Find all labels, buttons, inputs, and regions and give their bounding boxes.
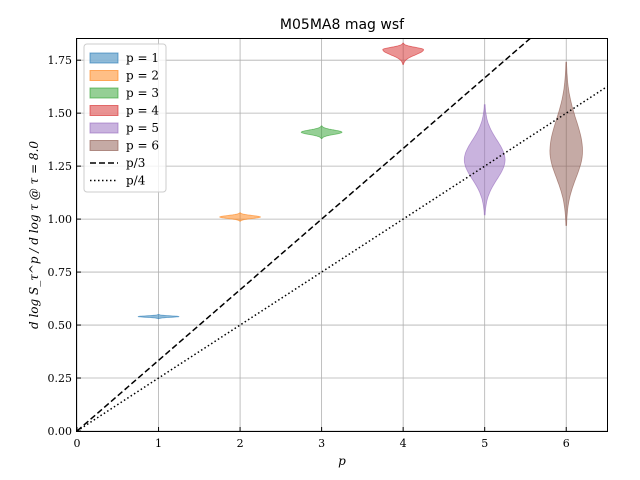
- x-axis-label: p: [338, 454, 346, 468]
- y-axis-label-group: d log S_τ^p / d log τ @ τ = 8.0: [27, 141, 41, 329]
- y-tick-label: 1.50: [48, 107, 73, 120]
- legend-label: p/3: [126, 156, 145, 170]
- legend-label: p = 4: [126, 104, 159, 118]
- x-tick-label: 0: [74, 437, 81, 450]
- legend-label: p = 5: [126, 121, 159, 135]
- y-tick-label: 1.75: [48, 54, 73, 67]
- axis-ticks: 0 1 2 3 4 5 6 0.00 0.25 0.50 0.75 1.00 1.25 1.50 1.75: [48, 54, 570, 450]
- violin-p3: [300, 125, 343, 140]
- legend-label: p = 3: [126, 86, 159, 100]
- x-tick-label: 4: [400, 437, 407, 450]
- reference-line-dotted: [77, 86, 607, 431]
- y-tick-label: 0.50: [48, 319, 73, 332]
- violin-p4: [382, 42, 424, 65]
- y-tick-label: 1.00: [48, 213, 73, 226]
- legend-swatch: [89, 140, 119, 151]
- legend-label: p/4: [126, 174, 146, 188]
- y-tick-label: 0.75: [48, 266, 73, 279]
- violins: [137, 42, 583, 320]
- legend-label: p = 2: [126, 69, 159, 83]
- x-tick-label: 3: [318, 437, 325, 450]
- legend-swatch: [89, 122, 119, 134]
- legend-swatch: [89, 105, 119, 116]
- legend-swatch: [89, 70, 119, 81]
- legend-label: p = 1: [126, 51, 159, 65]
- x-tick-label: 2: [237, 437, 244, 450]
- reference-lines: [77, 39, 607, 431]
- y-tick-label: 1.25: [48, 160, 73, 173]
- legend-swatch: [89, 52, 119, 64]
- x-tick-label: 6: [563, 437, 570, 450]
- plot-frame: [76, 38, 608, 432]
- violin-p1: [137, 314, 180, 320]
- x-tick-label: 5: [481, 437, 488, 450]
- legend-label: p = 6: [126, 139, 159, 153]
- legend-swatch: [89, 87, 119, 99]
- y-tick-label: 0.25: [48, 372, 73, 385]
- violin-p2: [219, 212, 262, 222]
- y-axis-label: d log S_τ^p / d log τ @ τ = 8.0: [27, 141, 41, 329]
- y-tick-label: 0.00: [48, 425, 73, 438]
- violin-p6: [549, 61, 583, 226]
- legend: p = 1 p = 2 p = 3 p = 4 p = 5 p = 6 p/3 p/4: [83, 43, 167, 193]
- violin-p5: [463, 104, 506, 216]
- x-tick-label: 1: [155, 437, 162, 450]
- chart-title: M05MA8 mag wsf: [280, 17, 405, 33]
- legend-box: [83, 43, 167, 193]
